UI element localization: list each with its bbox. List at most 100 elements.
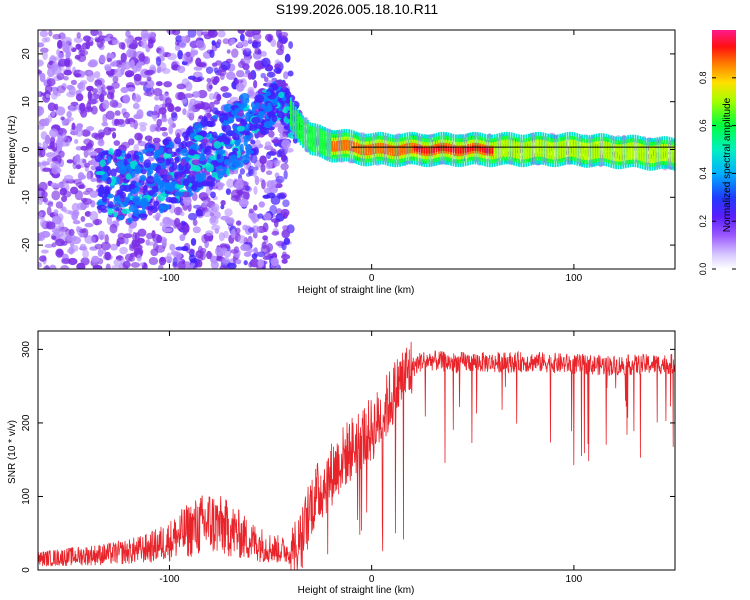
heatmap-cell [377,142,380,154]
heatmap-cell [401,144,404,156]
heatmap-cell [271,114,278,123]
heatmap-cell [166,30,177,35]
heatmap-cell [370,144,372,155]
heatmap-cell [156,234,163,244]
heatmap-cell [83,35,91,42]
heatmap-cell [651,145,654,164]
heatmap-cell [200,196,211,202]
heatmap-cell [110,243,118,251]
heatmap-cell [51,190,61,201]
heatmap-cell [279,31,289,38]
heatmap-cell [464,147,467,153]
heatmap-cell [450,146,452,153]
heatmap-cell [244,144,252,153]
spectrogram-ytick-label: 0 [21,146,32,152]
heatmap-cell [559,141,562,159]
heatmap-cell [251,116,261,124]
heatmap-cell [175,148,181,153]
heatmap-cell [126,49,134,58]
heatmap-cell [107,72,114,78]
heatmap-cell [225,188,231,195]
heatmap-cell [205,230,214,236]
heatmap-cell [86,126,95,132]
heatmap-cell [316,127,319,153]
heatmap-cell [254,102,260,110]
heatmap-cell [226,178,235,188]
heatmap-cell [282,251,287,257]
heatmap-cell [125,118,130,125]
heatmap-cell [79,231,85,238]
snr-series [38,341,675,570]
heatmap-cell [141,203,146,211]
heatmap-cell [90,177,97,182]
heatmap-cell [51,147,57,152]
heatmap-cell [476,145,479,152]
heatmap-cell [289,101,292,127]
heatmap-cell [107,167,112,177]
heatmap-cell [257,259,265,268]
heatmap-cell [641,144,644,162]
heatmap-cell [270,38,277,48]
heatmap-cell [142,149,148,154]
heatmap-cell [146,205,155,211]
heatmap-cell [442,145,445,151]
heatmap-cell [127,138,135,146]
heatmap-cell [571,139,574,157]
heatmap-cell [396,145,399,157]
heatmap-cell [231,48,239,59]
heatmap-cell [159,203,164,210]
heatmap-cell [367,144,370,156]
heatmap-cell [180,158,187,167]
heatmap-cell [215,148,226,155]
heatmap-cell [193,66,203,71]
colorbar-gradient [712,30,736,269]
heatmap-cell [607,142,610,160]
heatmap-cell [649,145,651,164]
heatmap-cell [223,230,229,239]
heatmap-cell [260,50,267,57]
heatmap-cell [525,141,528,160]
heatmap-cell [143,159,152,168]
heatmap-cell [39,255,47,262]
heatmap-cell [214,110,221,116]
heatmap-cell [151,110,158,116]
heatmap-cell [222,38,230,45]
heatmap-cell [161,131,169,137]
heatmap-cell [159,221,166,227]
spectrogram-y-axis: -20 -10 0 10 20 [21,48,675,252]
heatmap-cell [60,240,68,246]
heatmap-cell [555,152,563,157]
heatmap-cell [264,251,271,260]
heatmap-cell [139,81,148,86]
heatmap-cell [236,150,242,158]
heatmap-cell [60,116,65,121]
heatmap-cell [180,191,191,198]
heatmap-cell [254,175,260,186]
heatmap-cell [102,99,110,110]
heatmap-cell [101,84,106,93]
heatmap-cell [51,242,57,248]
heatmap-cell [49,264,57,269]
heatmap-cell [138,122,148,127]
heatmap-cell [166,252,172,261]
heatmap-cell [217,30,226,38]
heatmap-cell [445,145,448,152]
heatmap-cell [379,142,382,154]
heatmap-cell [168,104,175,113]
heatmap-cell [155,126,162,132]
heatmap-cell [121,61,127,72]
heatmap-cell [42,167,52,172]
heatmap-cell [57,52,65,59]
heatmap-cell [105,110,115,120]
heatmap-cell [79,102,86,112]
heatmap-cell [430,147,433,154]
snr-ytick-label: 300 [21,341,32,358]
heatmap-cell [212,78,219,86]
heatmap-cell [194,123,203,133]
heatmap-cell [96,204,107,211]
heatmap-cell [41,190,48,199]
heatmap-cell [646,145,649,163]
heatmap-cell [573,140,576,158]
heatmap-cell [586,142,588,161]
